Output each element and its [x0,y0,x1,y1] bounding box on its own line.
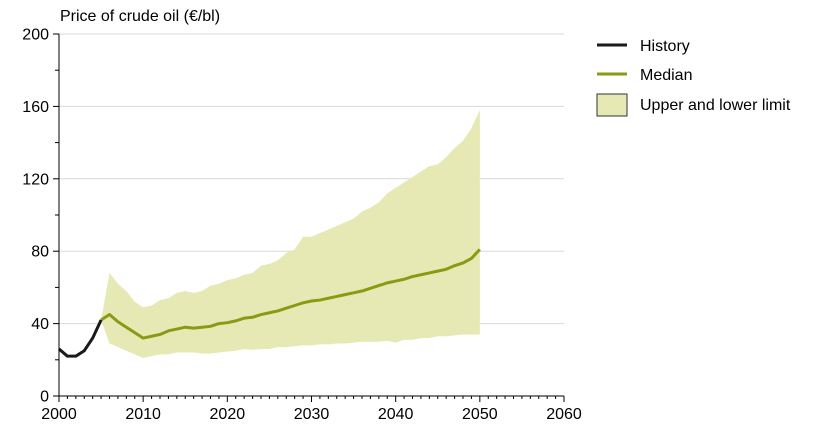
y-axis-title: Price of crude oil (€/bl) [60,8,220,25]
y-tick-label-0: 0 [40,389,49,406]
band-layer [101,110,480,358]
series-line-median [100,248,481,340]
y-tick-label-40: 40 [31,316,49,333]
legend-label-band: Upper and lower limit [640,97,791,114]
x-tick-label-2030: 2030 [294,406,330,423]
line-layer [58,248,481,358]
x-tick-label-2010: 2010 [125,406,161,423]
x-tick-label-2060: 2060 [546,406,582,423]
y-tick-label-160: 160 [22,99,49,116]
x-tick-label-2000: 2000 [41,406,77,423]
y-tick-label-80: 80 [31,244,49,261]
legend-label-history: History [640,38,690,55]
y-tick-label-200: 200 [22,27,49,44]
axis-layer: 0 40 80 120 160 200 2000 2010 2020 2030 2040 2050 20… [22,27,582,424]
x-tick-label-2040: 2040 [378,406,414,423]
band-area-upper-lower-limit [101,110,480,358]
series-line-history [58,319,103,358]
legend: History Median Upper and lower limit [596,38,791,117]
x-tick-label-2020: 2020 [210,406,246,423]
legend-label-median: Median [640,67,692,84]
y-tick-label-120: 120 [22,171,49,188]
legend-swatch-band [596,93,628,117]
x-tick-label-2050: 2050 [462,406,498,423]
